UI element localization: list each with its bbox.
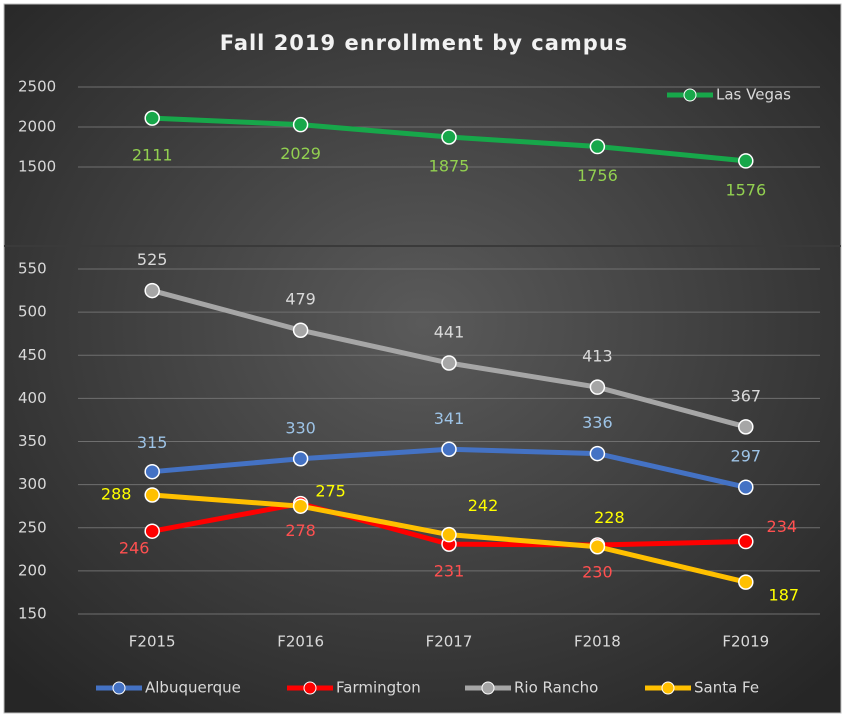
x-tick-label: F2016 [277, 633, 324, 651]
data-label: 297 [731, 447, 762, 466]
point [292, 451, 309, 467]
data-label: 1756 [577, 166, 618, 185]
y-tick-label: 250 [18, 518, 47, 536]
point [589, 138, 606, 155]
data-label: 275 [315, 482, 346, 501]
data-label: 242 [468, 496, 499, 515]
point [144, 282, 160, 299]
legend-label: Albuquerque [145, 679, 241, 697]
y-tick-label: 2000 [18, 118, 56, 136]
data-label: 330 [285, 418, 316, 437]
legend-marker [661, 681, 675, 695]
point [738, 479, 754, 495]
data-label: 187 [769, 586, 800, 605]
y-tick-label: 400 [18, 389, 47, 407]
point [292, 116, 309, 133]
point [144, 487, 160, 503]
y-tick-label: 450 [18, 346, 47, 364]
data-label: 231 [434, 562, 465, 581]
data-label: 228 [594, 508, 625, 527]
y-tick-label: 500 [18, 303, 47, 321]
data-label: 367 [731, 386, 762, 405]
x-tick-label: F2015 [129, 633, 176, 651]
point [589, 379, 606, 395]
point [738, 419, 754, 435]
point [441, 441, 457, 458]
legend-marker [112, 681, 126, 695]
point [144, 463, 160, 480]
x-tick-label: F2018 [574, 633, 621, 651]
legend-label: Santa Fe [694, 679, 759, 697]
legend-marker [303, 681, 317, 695]
legend-label: Farmington [336, 679, 421, 697]
data-label: 413 [582, 347, 613, 366]
legend-label: Las Vegas [716, 86, 791, 104]
data-label: 441 [434, 323, 465, 342]
y-tick-label: 150 [18, 605, 47, 623]
data-label: 234 [767, 517, 798, 536]
data-label: 1875 [429, 157, 470, 176]
point [738, 574, 754, 590]
data-label: 2111 [132, 146, 173, 165]
data-label: 525 [137, 250, 168, 269]
point [589, 445, 606, 462]
data-label: 336 [582, 413, 613, 432]
y-tick-label: 350 [18, 432, 47, 450]
legend-marker [481, 681, 495, 695]
y-tick-label: 300 [18, 475, 47, 493]
point [144, 110, 160, 126]
y-tick-label: 1500 [18, 158, 56, 176]
point [292, 322, 309, 338]
point [738, 533, 754, 550]
data-label: 288 [101, 484, 132, 503]
point [144, 523, 160, 539]
y-tick-label: 200 [18, 561, 47, 579]
point [441, 526, 457, 543]
y-tick-label: 2500 [18, 78, 56, 96]
x-tick-label: F2019 [722, 633, 769, 651]
point [738, 153, 754, 169]
data-label: 1576 [725, 180, 766, 199]
legend-marker [683, 88, 697, 102]
y-tick-label: 550 [18, 260, 47, 278]
data-label: 341 [434, 409, 465, 428]
legend-label: Rio Rancho [514, 679, 598, 697]
data-label: 479 [285, 290, 316, 309]
data-label: 315 [137, 433, 168, 452]
chart-title: Fall 2019 enrollment by campus [220, 31, 629, 55]
point [441, 355, 457, 371]
point [441, 129, 457, 145]
data-label: 230 [582, 563, 613, 582]
x-tick-label: F2017 [426, 633, 473, 651]
data-label: 278 [285, 521, 316, 540]
point [589, 538, 606, 555]
point [292, 498, 309, 514]
data-label: 2029 [280, 144, 321, 163]
data-label: 246 [119, 539, 150, 558]
